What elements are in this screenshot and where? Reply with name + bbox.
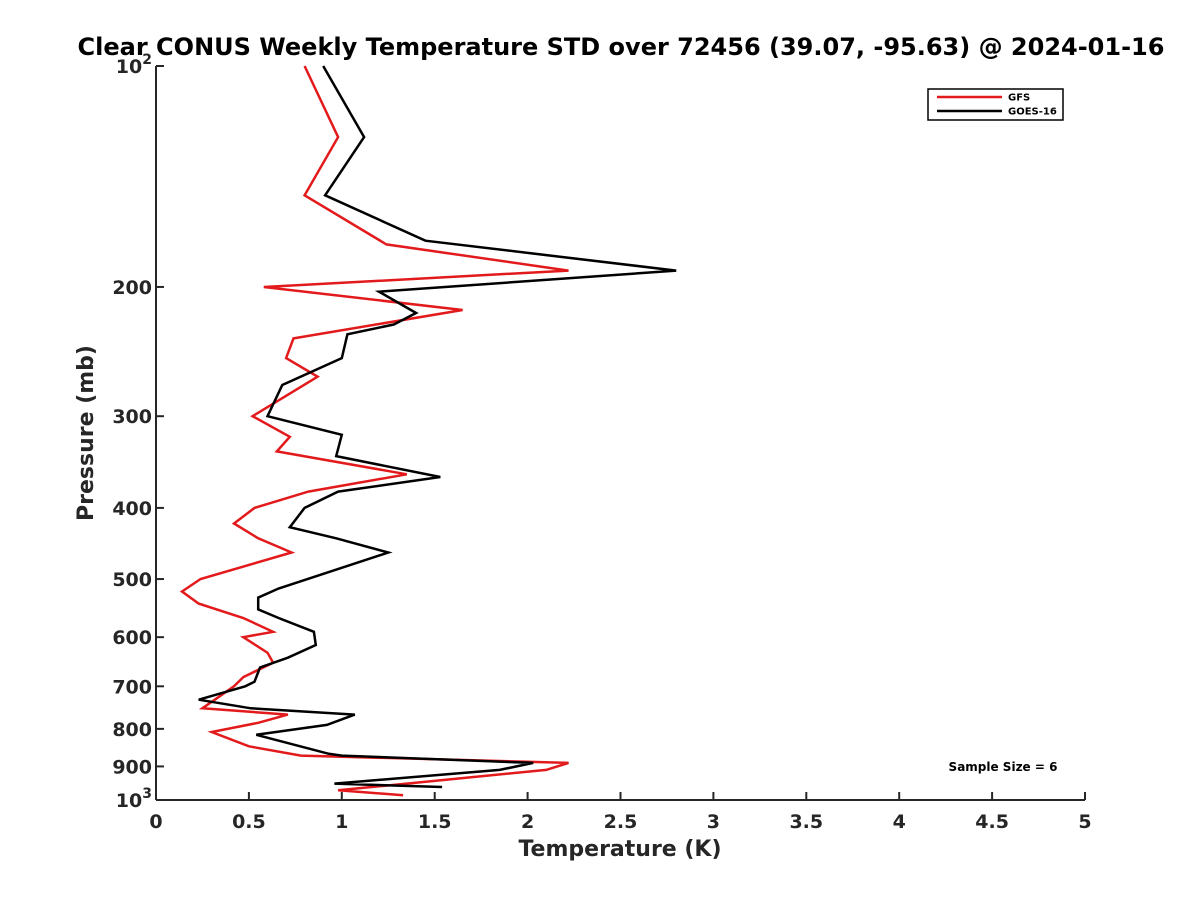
x-axis-ticks: 0 0.5 1 1.5 2 2.5 3 3.5 4 4.5 5 [149,792,1092,833]
x-tick-label: 1 [335,811,348,833]
y-tick-label: 700 [112,676,152,698]
y-tick-label: 800 [112,719,152,741]
x-tick-label: 0 [149,811,162,833]
y-tick-label: 200 [112,277,152,299]
chart-title: Clear CONUS Weekly Temperature STD over … [78,33,1165,61]
series-layer [179,65,677,797]
x-tick-label: 3 [707,811,720,833]
legend: GFS GOES-16 [927,88,1064,121]
x-tick-label: 0.5 [232,811,266,833]
x-tick-label: 4.5 [975,811,1009,833]
y-tick-label: 102 [116,52,152,78]
legend-gfs-label: GFS [1008,93,1030,104]
legend-goes16-label: GOES-16 [1008,107,1057,118]
y-tick-label: 600 [112,627,152,649]
x-axis-label: Temperature (K) [518,837,721,862]
y-axis-label: Pressure (mb) [74,345,99,521]
y-tick-label: 300 [112,406,152,428]
x-tick-label: 5 [1078,811,1091,833]
y-tick-label: 900 [112,756,152,778]
legend-box [927,88,1064,121]
x-tick-label: 4 [893,811,906,833]
y-tick-label: 103 [116,786,152,812]
x-tick-label: 2.5 [604,811,638,833]
y-tick-label: 500 [112,569,152,591]
x-tick-label: 1.5 [418,811,452,833]
sample-size-annotation: Sample Size = 6 [949,760,1058,774]
series-line-goes-16 [198,65,677,789]
x-tick-label: 3.5 [789,811,823,833]
series-line-gfs [179,65,569,797]
y-axis-ticks: 102 200 300 400 500 600 700 800 900 103 [112,52,164,812]
x-tick-label: 2 [521,811,534,833]
y-tick-label: 400 [112,498,152,520]
